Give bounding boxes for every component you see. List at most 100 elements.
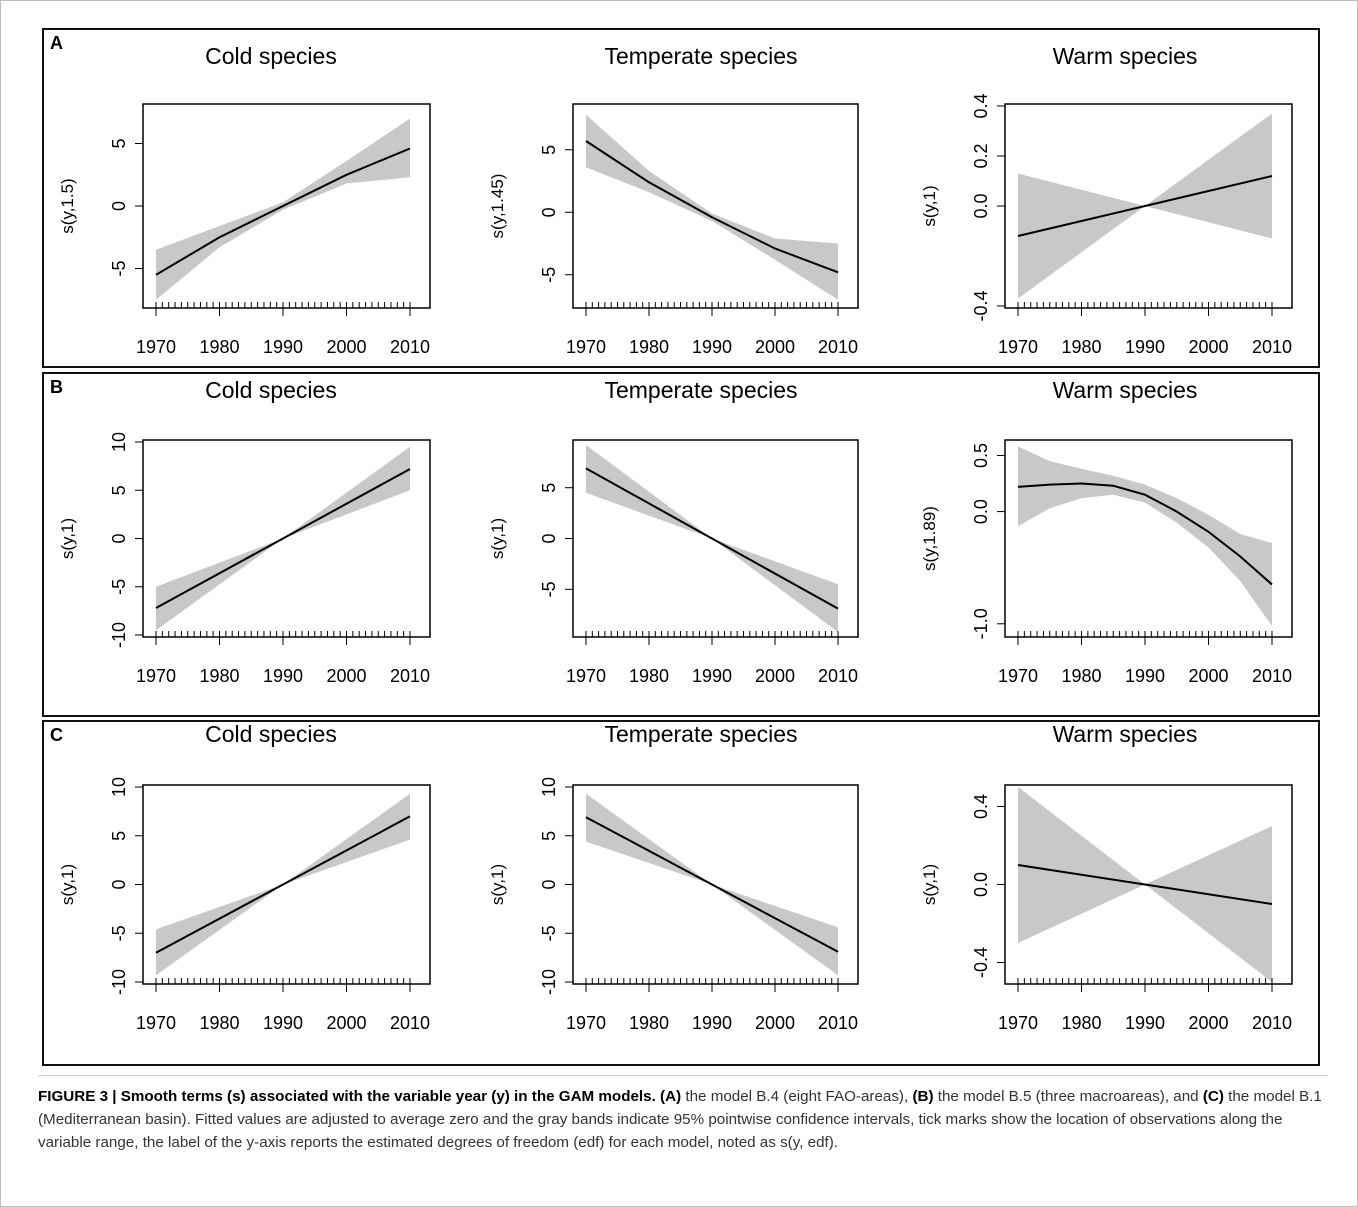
x-tick-label: 2010	[818, 337, 858, 357]
y-axis-title: s(y,1.89)	[920, 506, 939, 571]
x-tick-label: 1980	[199, 1013, 239, 1033]
y-tick-label: 0	[539, 207, 559, 217]
y-tick-label: -5	[539, 581, 559, 597]
x-tick-label: 2010	[390, 1013, 430, 1033]
x-tick-label: 2010	[1252, 666, 1292, 686]
y-tick-label: 5	[109, 138, 129, 148]
chart-c-3: 1970 1980 1990 2000 2010 -0.4 0.0 0.4 s(y,1) Warm…	[920, 721, 1293, 1033]
y-tick-label: 0.5	[971, 443, 991, 468]
x-tick-label: 1980	[629, 666, 669, 686]
y-tick-label: 0.2	[971, 143, 991, 168]
fit-line	[1017, 482, 1273, 586]
y-axis-title: s(y,1)	[920, 864, 939, 905]
y-tick-label: 10	[539, 777, 559, 797]
chart-title: Temperate species	[604, 377, 797, 403]
y-axis-title: s(y,1)	[58, 518, 77, 559]
fit-line	[585, 816, 839, 953]
x-tick-label: 1990	[692, 337, 732, 357]
x-tick-label: 2010	[390, 337, 430, 357]
x-tick-label: 2000	[1188, 666, 1228, 686]
caption-ref-a: (A)	[660, 1088, 682, 1105]
x-tick-label: 2000	[326, 666, 366, 686]
caption-text-a: the model B.4 (eight FAO-areas),	[681, 1088, 913, 1105]
x-tick-label: 2000	[326, 1013, 366, 1033]
y-tick-label: 0.0	[971, 193, 991, 218]
y-tick-label: -10	[539, 969, 559, 995]
x-tick-label: 1980	[629, 337, 669, 357]
y-tick-label: -5	[539, 925, 559, 941]
x-tick-label: 1990	[263, 1013, 303, 1033]
y-axis-title: s(y,1)	[920, 185, 939, 226]
x-tick-label: 1980	[1061, 1013, 1101, 1033]
y-tick-label: 0.0	[971, 872, 991, 897]
y-tick-label: 5	[109, 831, 129, 841]
y-tick-label: -1.0	[971, 608, 991, 639]
x-tick-label: 1990	[1125, 1013, 1165, 1033]
x-tick-label: 1970	[998, 666, 1038, 686]
chart-c-2: 1970 1980 1990 2000 2010 -10 -5 0 5 10 s(y,1) Tempe…	[488, 721, 859, 1033]
x-tick-label: 1990	[263, 666, 303, 686]
fit-line	[585, 140, 839, 274]
chart-title: Cold species	[205, 721, 337, 747]
y-axis-title: s(y,1.5)	[58, 178, 77, 233]
x-tick-label: 2000	[755, 1013, 795, 1033]
chart-title: Cold species	[205, 43, 337, 69]
y-tick-label: 10	[109, 777, 129, 797]
chart-title: Temperate species	[604, 43, 797, 69]
x-tick-label: 1970	[136, 666, 176, 686]
caption-separator	[38, 1075, 1328, 1076]
x-tick-label: 1980	[1061, 337, 1101, 357]
confidence-band	[586, 114, 838, 300]
x-tick-label: 1970	[566, 1013, 606, 1033]
y-axis-title: s(y,1)	[58, 864, 77, 905]
plot-frame	[1004, 439, 1293, 638]
chart-b-3: 1970 1980 1990 2000 2010 -1.0 0.0 0.5 s(y,1.89) W…	[920, 377, 1293, 686]
x-tick-label: 1970	[136, 1013, 176, 1033]
y-tick-label: 10	[109, 432, 129, 452]
confidence-band	[586, 793, 838, 976]
y-tick-label: -5	[109, 260, 129, 276]
panel-letter-a: A	[50, 33, 63, 53]
caption-text-b: the model B.5 (three macroareas), and	[933, 1088, 1203, 1105]
chart-title: Warm species	[1053, 377, 1198, 403]
y-tick-label: 0	[539, 879, 559, 889]
fit-line	[585, 467, 839, 610]
confidence-band	[156, 118, 410, 300]
x-tick-label: 1980	[199, 666, 239, 686]
x-tick-label: 2000	[1188, 1013, 1228, 1033]
chart-title: Cold species	[205, 377, 337, 403]
chart-a-1: 1970 1980 1990 2000 2010 -5 0 5 s(y,1.5) Cold spe…	[58, 43, 431, 357]
y-axis-title: s(y,1)	[488, 518, 507, 559]
x-tick-label: 1970	[998, 337, 1038, 357]
chart-a-3: 1970 1980 1990 2000 2010 -0.4 0.0 0.2 0.4 s(y,1) W…	[920, 43, 1293, 357]
x-tick-label: 2000	[326, 337, 366, 357]
caption-text-c: the model B.1 (Mediterranean basin). Fit…	[38, 1088, 1322, 1151]
y-tick-label: -10	[109, 969, 129, 995]
x-tick-label: 2000	[755, 337, 795, 357]
x-tick-label: 1990	[692, 666, 732, 686]
panel-b-frame	[42, 372, 1320, 717]
x-tick-label: 2010	[1252, 1013, 1292, 1033]
fit-line	[155, 468, 411, 609]
y-tick-label: 5	[109, 485, 129, 495]
chart-title: Warm species	[1053, 721, 1198, 747]
x-tick-label: 2010	[818, 1013, 858, 1033]
chart-a-2: 1970 1980 1990 2000 2010 -5 0 5 s(y,1.45) Tempera…	[488, 43, 859, 357]
figure-caption: FIGURE 3 | Smooth terms (s) associated w…	[38, 1085, 1328, 1154]
y-tick-label: -0.4	[971, 947, 991, 978]
y-tick-label: 5	[539, 483, 559, 493]
panel-a-frame	[42, 28, 1320, 368]
y-tick-label: 0	[109, 879, 129, 889]
x-tick-label: 2010	[1252, 337, 1292, 357]
y-tick-label: -5	[539, 267, 559, 283]
chart-b-1: 1970 1980 1990 2000 2010 -10 -5 0 5 10 s(y,1) Cold …	[58, 377, 431, 686]
y-tick-label: -0.4	[971, 290, 991, 321]
y-tick-label: 0.4	[971, 794, 991, 819]
chart-b-2: 1970 1980 1990 2000 2010 -5 0 5 s(y,1) Temperate …	[488, 377, 859, 686]
x-tick-label: 1980	[629, 1013, 669, 1033]
x-tick-label: 1980	[1061, 666, 1101, 686]
caption-ref-c: (C)	[1202, 1088, 1224, 1105]
y-tick-label: 0	[539, 533, 559, 543]
panel-letter-c: C	[50, 725, 63, 745]
